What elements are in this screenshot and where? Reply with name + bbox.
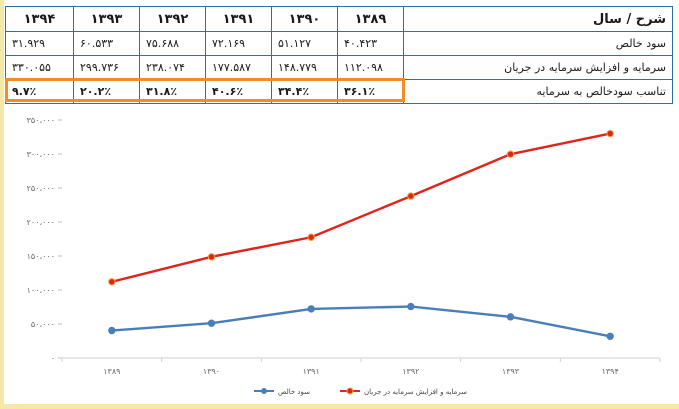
header-year-cell: ۱۳۹۴	[5, 6, 74, 32]
series-line-2	[111, 132, 611, 283]
table-cell: ۱۷۷.۵۸۷	[205, 55, 272, 80]
data-point	[407, 302, 415, 311]
table-cell: ۱۱۲.۰۹۸	[337, 55, 404, 80]
data-point	[207, 253, 216, 261]
legend-label: سود خالص	[278, 388, 310, 396]
header-label-cell: شرح / سال	[403, 6, 673, 32]
table-cell: ۴۰.۴۲۳	[337, 31, 404, 56]
table-cell: ۳۶.۱٪	[337, 79, 404, 104]
table-cell: ۳۱.۹۲۹	[5, 31, 74, 56]
y-tick-label: ۲۵۰،۰۰۰	[27, 184, 55, 193]
table-cell: ۲۰.۲٪	[73, 79, 140, 104]
x-tick-label: ۱۳۹۱	[303, 367, 320, 376]
y-tick-label: ۳۰۰،۰۰۰	[27, 150, 55, 159]
header-year-cell: ۱۳۹۳	[73, 6, 140, 32]
data-point	[108, 326, 116, 335]
header-year-cell: ۱۳۸۹	[337, 6, 404, 32]
data-point	[307, 233, 315, 241]
data-point	[108, 278, 116, 286]
row-label: تناسب سودخالص به سرمایه	[403, 79, 673, 104]
y-tick-label: ۳۵۰،۰۰۰	[27, 116, 55, 125]
table-cell: ۷۲.۱۶۹	[205, 31, 272, 56]
y-tick-label: ۱۵۰،۰۰۰	[27, 252, 55, 261]
row-label: سرمایه و افزایش سرمایه در جریان	[403, 55, 673, 80]
table-row-ratio: تناسب سودخالص به سرمایه ۳۶.۱٪ ۳۴.۴٪ ۴۰.۶…	[5, 79, 673, 104]
x-tick-label: ۱۳۸۹	[103, 367, 120, 376]
table-cell: ۳۴.۴٪	[271, 79, 338, 104]
y-tick-label: ۱۰۰،۰۰۰	[27, 286, 55, 295]
data-point	[506, 150, 515, 158]
data-table: شرح / سال ۱۳۸۹ ۱۳۹۰ ۱۳۹۱ ۱۳۹۲ ۱۳۹۳ ۱۳۹۴ …	[5, 6, 673, 104]
data-point	[506, 313, 515, 321]
row-label: سود خالص	[403, 31, 673, 56]
data-point	[606, 129, 614, 138]
frame-bottom-border	[0, 404, 679, 409]
legend-label: سرمایه و افزایش سرمایه در جریان	[364, 388, 467, 396]
table-cell: ۷۵.۶۸۸	[139, 31, 206, 56]
table-cell: ۵۱.۱۲۷	[271, 31, 338, 56]
x-tick-label: ۱۳۹۲	[402, 367, 419, 376]
table-cell: ۶۰.۵۳۳	[73, 31, 140, 56]
table-header-row: شرح / سال ۱۳۸۹ ۱۳۹۰ ۱۳۹۱ ۱۳۹۲ ۱۳۹۳ ۱۳۹۴	[5, 6, 673, 32]
table-cell: ۲۳۸.۰۷۴	[139, 55, 206, 80]
x-axis: ۱۳۸۹ ۱۳۹۰ ۱۳۹۱ ۱۳۹۲ ۱۳۹۳ ۱۳۹۴	[61, 357, 661, 376]
x-tick-label: ۱۳۹۴	[602, 367, 619, 376]
header-year-cell: ۱۳۹۰	[271, 6, 338, 32]
frame-left-border	[0, 0, 4, 409]
chart-legend: سود خالص سرمایه و افزایش سرمایه در جریان	[254, 387, 467, 396]
series-layer	[108, 129, 614, 340]
x-tick-label: ۱۳۹۰	[203, 367, 220, 376]
table-cell: ۳۱.۸٪	[139, 79, 206, 104]
y-tick-label: ۵۰،۰۰۰	[31, 320, 55, 329]
table-cell: ۴۰.۶٪	[205, 79, 272, 104]
data-point	[307, 305, 315, 313]
data-point	[407, 192, 415, 200]
table-cell: ۱۴۸.۷۷۹	[271, 55, 338, 80]
y-tick-label: ۰	[51, 354, 55, 363]
data-point	[606, 332, 614, 340]
table-cell: ۲۹۹.۷۳۶	[73, 55, 140, 80]
legend-swatch-marker	[261, 388, 267, 394]
table-cell: ۹.۷٪	[5, 79, 74, 104]
y-tick-label: ۲۰۰،۰۰۰	[27, 218, 55, 227]
series-line-1	[111, 305, 611, 338]
table-cell: ۳۳۰.۰۵۵	[5, 55, 74, 80]
header-year-cell: ۱۳۹۱	[205, 6, 272, 32]
header-year-cell: ۱۳۹۲	[139, 6, 206, 32]
table-row-capital: سرمایه و افزایش سرمایه در جریان ۱۱۲.۰۹۸ …	[5, 55, 673, 80]
table-row-net-profit: سود خالص ۴۰.۴۲۳ ۵۱.۱۲۷ ۷۲.۱۶۹ ۷۵.۶۸۸ ۶۰.…	[5, 31, 673, 56]
legend-swatch-marker	[346, 387, 354, 395]
data-point	[207, 319, 216, 327]
x-tick-label: ۱۳۹۳	[502, 367, 520, 376]
line-chart: ۰ ۵۰،۰۰۰ ۱۰۰،۰۰۰ ۱۵۰،۰۰۰ ۲۰۰،۰۰۰ ۲۵۰،۰۰۰ ۳۰۰،۰…	[27, 116, 661, 396]
y-axis: ۰ ۵۰،۰۰۰ ۱۰۰،۰۰۰ ۱۵۰،۰۰۰ ۲۰۰،۰۰۰ ۲۵۰،۰۰۰ ۳۰۰،۰…	[27, 116, 62, 363]
